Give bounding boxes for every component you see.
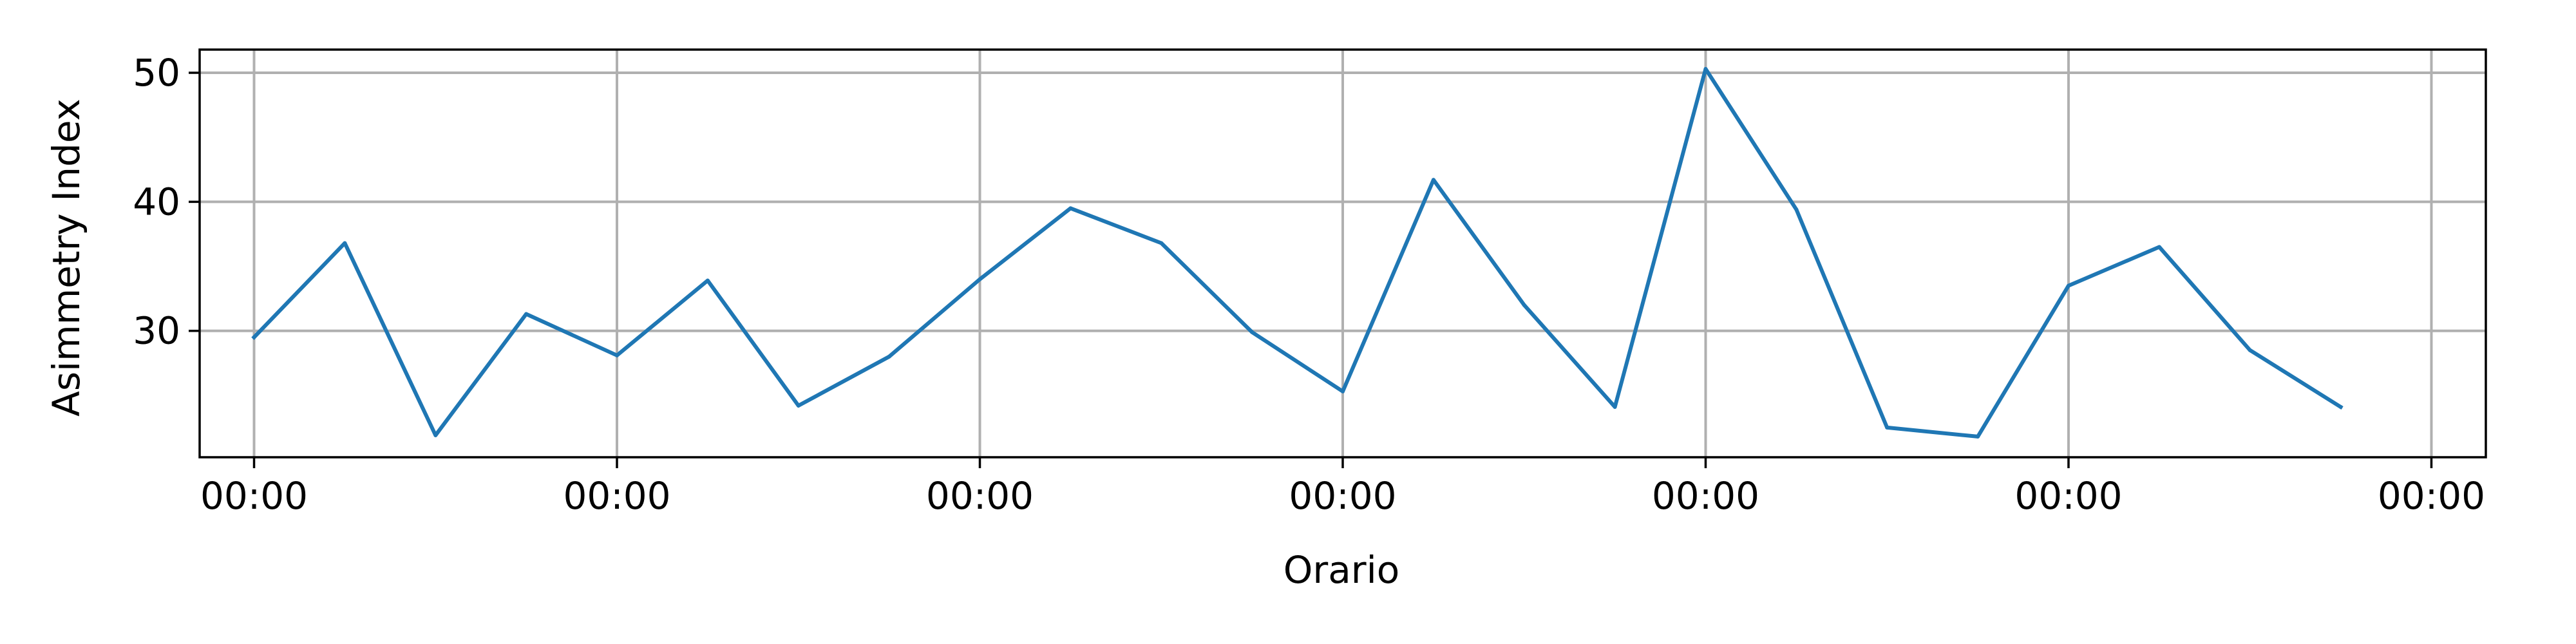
data-point [1250,330,1255,334]
data-point [1976,434,1980,439]
data-point [524,312,529,316]
data-point [796,403,800,408]
series-line [251,67,2344,439]
grid [200,50,2486,457]
data-point [433,433,438,437]
data-point [2248,348,2252,352]
y-tick-label: 50 [133,51,180,95]
series-layer [251,67,2344,439]
x-axis-label: Orario [1283,548,1400,592]
x-tick-label: 00:00 [1652,474,1759,518]
data-point [705,278,710,283]
x-tick-label: 00:00 [2014,474,2122,518]
data-point [1341,389,1345,393]
x-tick-label: 00:00 [2378,474,2485,518]
data-point [1159,241,1164,245]
x-tick-label: 00:00 [563,474,670,518]
axis-ticks: 00:00 00:00 00:00 00:00 00:00 00:00 00:00 30 40 5… [133,51,2485,518]
y-axis-label: Asimmetry Index [44,99,88,417]
data-point [615,353,619,357]
data-point [1885,425,1889,430]
x-tick-label: 00:00 [1289,474,1396,518]
x-tick-label: 00:00 [926,474,1034,518]
data-point [1522,303,1526,307]
data-point [1431,178,1435,182]
data-point [2157,245,2161,249]
data-point [1068,206,1073,211]
data-point [887,354,891,359]
data-point [978,277,982,281]
data-point [1703,67,1708,71]
y-tick-label: 30 [133,309,180,353]
data-point [2067,283,2070,288]
x-tick-label: 00:00 [200,474,308,518]
data-point [1613,404,1617,409]
data-point [252,335,256,339]
data-point [343,241,347,245]
data-point [1794,207,1799,212]
y-tick-label: 40 [133,180,180,223]
data-point [2338,404,2343,409]
